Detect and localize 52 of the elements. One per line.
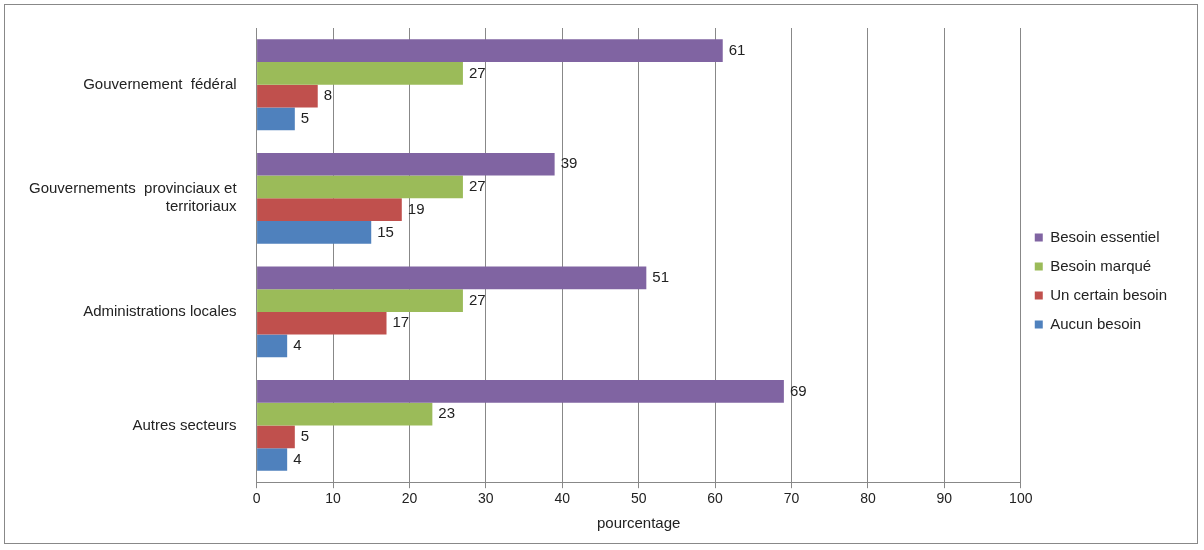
bar [257, 334, 288, 358]
x-tick-label: 70 [783, 490, 800, 507]
bar [257, 198, 402, 222]
y-tick-label: Gouvernements provinciaux et territoriaux [29, 179, 238, 215]
data-label: 15 [377, 222, 394, 240]
x-tick-label: 20 [401, 490, 418, 507]
x-tick-label: 100 [1009, 490, 1033, 507]
legend-label: Besoin essentiel [1050, 227, 1160, 245]
data-label: 4 [293, 336, 302, 354]
bar [257, 448, 288, 471]
bar [257, 175, 463, 199]
bar [257, 289, 463, 312]
bar [257, 402, 433, 426]
x-tick-label: 10 [325, 490, 342, 507]
data-label: 23 [438, 404, 456, 422]
bar [257, 107, 295, 131]
data-label: 5 [300, 426, 310, 444]
data-label: 27 [468, 63, 486, 81]
bar [257, 425, 295, 449]
x-tick-label: 50 [630, 490, 647, 507]
data-label: 51 [652, 267, 670, 285]
legend-label: Besoin marqué [1050, 256, 1152, 274]
data-label: 69 [789, 381, 807, 399]
data-label: 5 [300, 108, 310, 126]
x-tick-label: 30 [478, 490, 494, 507]
bar [257, 266, 647, 290]
data-label: 8 [323, 86, 333, 104]
legend-label: Un certain besoin [1050, 285, 1167, 303]
bar [257, 380, 784, 403]
x-tick-label: 60 [707, 490, 724, 507]
data-label: 17 [392, 313, 410, 331]
bar [257, 84, 318, 108]
data-label: 19 [407, 199, 425, 217]
y-tick-label: Administrations locales [83, 302, 237, 320]
bar [257, 152, 555, 176]
data-label: 4 [293, 449, 302, 467]
x-axis-title: pourcentage [596, 514, 681, 532]
x-tick-label: 0 [252, 490, 261, 507]
x-tick-label: 90 [936, 490, 953, 507]
data-label: 61 [728, 40, 746, 58]
data-label: 39 [560, 154, 578, 172]
bar [257, 39, 723, 63]
y-tick-label: Gouvernement fédéral [83, 74, 237, 92]
data-label: 27 [468, 290, 486, 308]
y-tick-label: Autres secteurs [132, 415, 237, 433]
bar [257, 221, 372, 244]
bar [257, 62, 463, 85]
x-tick-label: 40 [554, 490, 571, 507]
legend-label: Aucun besoin [1050, 314, 1142, 332]
bar [257, 311, 387, 335]
data-label: 27 [468, 177, 486, 195]
x-tick-label: 80 [860, 490, 876, 507]
